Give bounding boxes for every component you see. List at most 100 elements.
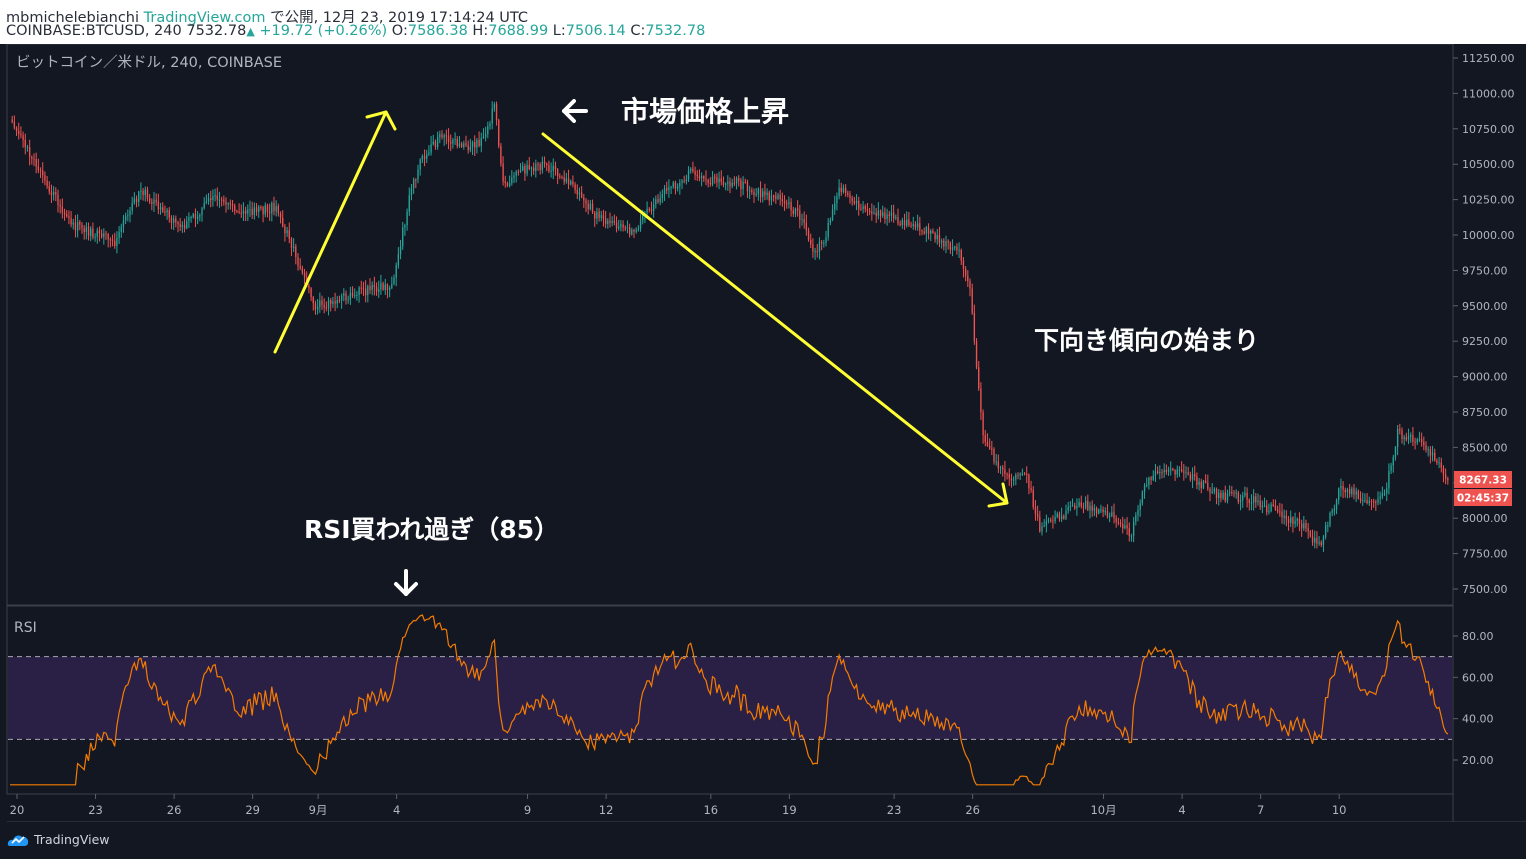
- candle-body: [849, 194, 851, 199]
- candle-body: [327, 300, 330, 309]
- candle-body: [1185, 472, 1187, 474]
- candle-body: [1058, 513, 1061, 520]
- rsi-tick-label: 60.00: [1462, 671, 1494, 684]
- low-label: L:: [552, 23, 566, 39]
- candle-body: [988, 445, 991, 449]
- candle-body: [1019, 473, 1021, 476]
- candle-body: [727, 181, 729, 184]
- candle-body: [672, 182, 674, 187]
- time-tick-label: 12: [599, 803, 614, 817]
- candle-body: [1235, 492, 1237, 494]
- rsi-tick-label: 20.00: [1462, 754, 1494, 767]
- candle-body: [631, 229, 633, 235]
- candle-body: [1372, 501, 1375, 503]
- candle-body: [356, 294, 358, 296]
- candle-body: [1093, 507, 1096, 511]
- candle-body: [700, 176, 703, 178]
- candle-body: [323, 304, 325, 308]
- candle-body: [556, 169, 559, 177]
- candle-body: [508, 183, 511, 187]
- candle-body: [775, 196, 777, 199]
- candle-body: [1344, 490, 1346, 493]
- candle-body: [596, 211, 598, 219]
- candle-body: [936, 234, 938, 240]
- candle-body: [984, 435, 986, 442]
- candle-body: [1078, 502, 1080, 507]
- time-tick-label: 19: [782, 803, 797, 817]
- candle-body: [906, 219, 908, 226]
- candle-body: [847, 193, 849, 195]
- candle-body: [349, 292, 352, 300]
- candle-body: [585, 200, 587, 204]
- candle-body: [131, 202, 133, 211]
- candle-body: [1146, 485, 1148, 487]
- candle-body: [1135, 515, 1137, 522]
- candle-body: [875, 212, 877, 216]
- candle-body: [513, 175, 515, 178]
- candle-body: [194, 213, 197, 219]
- candle-body: [94, 236, 96, 238]
- tradingview-logo-icon[interactable]: [6, 831, 30, 847]
- candle-body: [703, 176, 705, 179]
- candle-body: [997, 461, 1000, 469]
- candle-body: [748, 190, 751, 192]
- chart-canvas[interactable]: 11250.00 11000.00 10750.00 10500.00 10250.00…: [0, 44, 1526, 822]
- footer-brand[interactable]: TradingView: [34, 832, 110, 847]
- candle-body: [862, 206, 864, 210]
- candle-body: [657, 199, 659, 203]
- candle-body: [1032, 490, 1034, 508]
- candle-body: [515, 171, 517, 176]
- candle-body: [1263, 505, 1266, 507]
- site-name[interactable]: TradingView.com: [143, 10, 266, 26]
- candle-body: [916, 223, 919, 228]
- candle-body: [831, 209, 834, 220]
- candle-body: [783, 201, 786, 204]
- candle-body: [1054, 517, 1056, 522]
- candle-body: [92, 228, 94, 238]
- candle-body: [626, 227, 629, 229]
- candle-body: [1327, 525, 1329, 527]
- candle-body: [13, 122, 16, 128]
- price-badge-value: 8267.33: [1459, 475, 1507, 487]
- candle-body: [1274, 505, 1277, 510]
- candle-body: [1366, 500, 1368, 504]
- candle-body: [20, 133, 22, 136]
- candle-body: [1202, 480, 1205, 489]
- candle-body: [1222, 492, 1224, 499]
- candle-body: [1211, 491, 1213, 493]
- candle-body: [892, 212, 895, 219]
- candle-body: [598, 211, 600, 218]
- candle-body: [1292, 517, 1294, 525]
- candle-body: [973, 312, 976, 342]
- candle-body: [543, 161, 546, 164]
- candle-body: [421, 155, 424, 160]
- candle-body: [439, 134, 441, 138]
- candle-body: [698, 176, 701, 178]
- time-axis[interactable]: 20 23 26 29 9月 4 9 12 16 19 23 26 10月 4 7 10: [10, 794, 1347, 817]
- candle-body: [35, 159, 37, 167]
- candle-body: [1314, 538, 1316, 543]
- candle-body: [277, 206, 280, 214]
- rsi-axis[interactable]: 80.00 60.00 40.00 20.00: [1453, 630, 1494, 767]
- candle-body: [587, 203, 589, 210]
- candle-body: [460, 143, 463, 147]
- candle-body: [1159, 472, 1161, 474]
- candle-body: [1122, 524, 1124, 529]
- candle-body: [637, 228, 640, 230]
- candle-body: [866, 208, 869, 212]
- candle-body: [1012, 479, 1015, 481]
- candle-body: [663, 188, 666, 195]
- candle-body: [639, 220, 642, 229]
- candle-body: [127, 215, 129, 217]
- candle-body: [1272, 504, 1274, 506]
- candle-body: [707, 179, 709, 183]
- candle-body: [1444, 474, 1447, 479]
- candle-body: [882, 212, 884, 217]
- candle-body: [190, 217, 192, 219]
- author-name[interactable]: mbmichelebianchi: [6, 10, 140, 26]
- candle-body: [1089, 505, 1091, 511]
- candle-body: [1082, 506, 1085, 508]
- price-axis[interactable]: 11250.00 11000.00 10750.00 10500.00 10250.00…: [1453, 52, 1515, 596]
- time-tick-label: 9: [524, 803, 531, 817]
- candle-body: [910, 225, 912, 227]
